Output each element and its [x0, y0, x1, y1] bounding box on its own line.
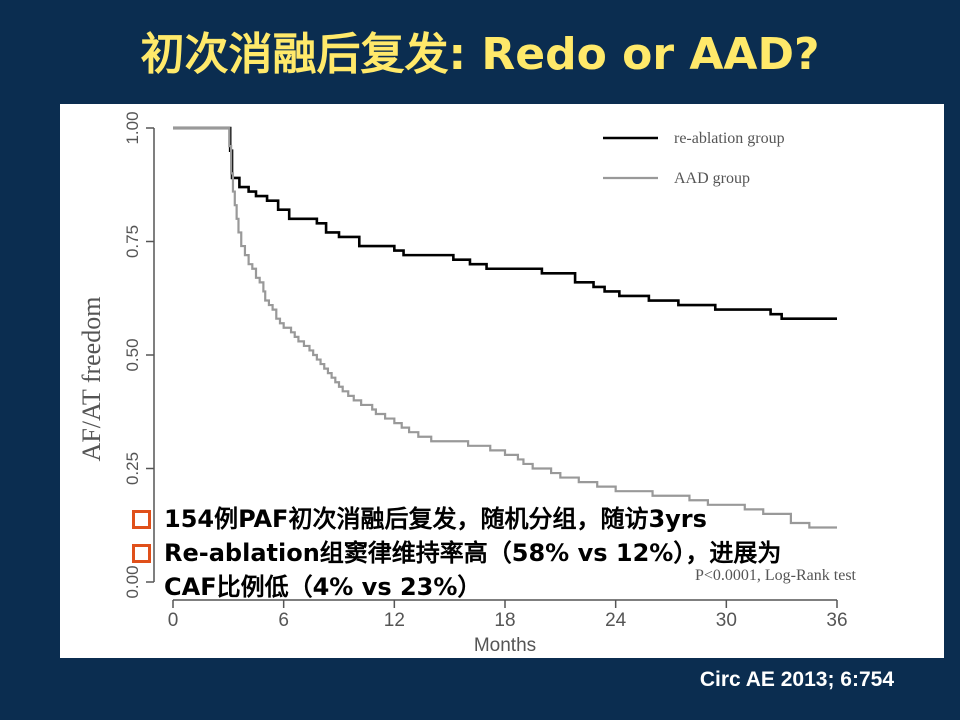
bullet-item: Re-ablation组窦律维持率高（58% vs 12%），进展为	[132, 536, 932, 570]
x-tick-label: 24	[605, 610, 627, 631]
square-bullet-icon	[132, 510, 151, 529]
x-axis-label: Months	[474, 635, 536, 656]
citation: Circ AE 2013; 6:754	[699, 668, 894, 691]
legend-label: re-ablation group	[674, 130, 785, 147]
aad-series-line	[173, 126, 837, 529]
bullet-list: 154例PAF初次消融后复发，随机分组，随访3yrs Re-ablation组窦…	[132, 502, 932, 604]
bullet-text: Re-ablation组窦律维持率高（58% vs 12%），进展为	[164, 539, 782, 567]
bullet-text: 154例PAF初次消融后复发，随机分组，随访3yrs	[164, 505, 707, 533]
y-tick-label: 0.00	[123, 565, 142, 598]
slide-title: 初次消融后复发: Redo or AAD?	[140, 29, 820, 80]
y-tick-label: 0.75	[123, 225, 142, 258]
x-tick-label: 12	[384, 610, 405, 631]
y-axis-label: AF/AT freedom	[77, 297, 106, 462]
km-chart: 0.00 0.25 0.50 0.75 1.00 0 6 12 18 24 30 36 re-abla…	[77, 111, 857, 656]
x-tick-label: 18	[494, 610, 515, 631]
bullet-item: 154例PAF初次消融后复发，随机分组，随访3yrs	[132, 502, 932, 536]
y-tick-label: 0.50	[123, 338, 142, 371]
x-tick-label: 36	[826, 610, 847, 631]
square-bullet-icon	[132, 544, 151, 563]
y-tick-label: 1.00	[123, 111, 142, 144]
reablation-series-line	[173, 126, 837, 320]
x-tick-label: 30	[716, 610, 737, 631]
x-tick-label: 6	[278, 610, 289, 631]
p-value-annotation: P<0.0001, Log-Rank test	[695, 567, 857, 584]
legend-label: AAD group	[674, 170, 750, 187]
y-tick-label: 0.25	[123, 452, 142, 485]
x-tick-label: 0	[168, 610, 179, 631]
bullet-continuation: CAF比例低（4% vs 23%）	[164, 573, 482, 601]
km-chart-panel: 0.00 0.25 0.50 0.75 1.00 0 6 12 18 24 30 36 re-abla…	[60, 104, 944, 658]
